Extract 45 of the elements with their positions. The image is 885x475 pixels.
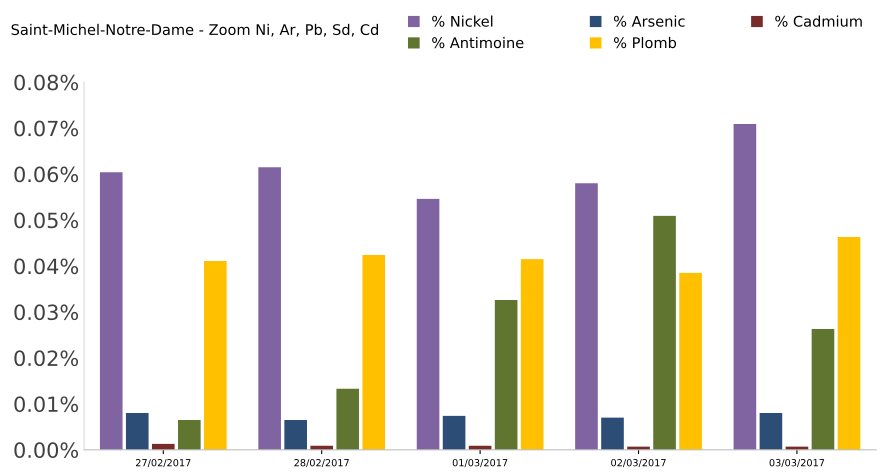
x-tick-label: 27/02/2017: [136, 459, 190, 468]
bar: [653, 216, 676, 450]
x-tick-label: 03/03/2017: [770, 459, 824, 468]
bar: [760, 413, 782, 450]
legend-label: % Arsenic: [614, 16, 685, 27]
legend-label: % Antimoine: [432, 36, 524, 48]
bar: [442, 416, 466, 450]
bar: [786, 446, 808, 450]
bar: [284, 420, 307, 450]
bar: [627, 446, 650, 450]
y-tick-label: 0.04%: [14, 258, 78, 274]
bar: [494, 300, 518, 450]
y-tick-label: 0.07%: [14, 120, 78, 136]
legend-label: % Cadmium: [775, 16, 862, 27]
bar: [520, 259, 544, 450]
bar: [601, 418, 624, 450]
bar: [812, 328, 834, 450]
y-tick-label: 0.01%: [14, 396, 78, 412]
bar: [152, 444, 175, 450]
chart-title: Saint-Michel-Notre-Dame - Zoom Ni, Ar, Pb, Sd, Cd: [12, 24, 378, 37]
bar: [258, 167, 281, 450]
x-tick-label: 02/03/2017: [611, 459, 666, 468]
y-tick-label: 0.05%: [14, 212, 78, 228]
bar: [734, 124, 756, 450]
y-tick-label: 0.06%: [14, 166, 78, 182]
bar: [204, 260, 227, 450]
bar: [126, 413, 149, 450]
bar: [362, 254, 386, 450]
bar: [178, 420, 201, 450]
bar: [575, 183, 598, 450]
bar: [416, 198, 440, 450]
legend-label: % Nickel: [432, 16, 492, 27]
y-tick-label: 0.03%: [14, 304, 78, 320]
y-tick-label: 0.00%: [14, 442, 78, 458]
bar: [838, 237, 860, 450]
bar: [679, 272, 702, 450]
y-tick-label: 0.02%: [14, 350, 78, 366]
bar: [100, 172, 123, 450]
x-tick-label: 01/03/2017: [452, 459, 508, 468]
bar: [468, 446, 492, 450]
legend-label: % Plomb: [614, 36, 676, 48]
bar: [310, 446, 334, 450]
bar: [336, 388, 360, 450]
y-tick-label: 0.08%: [14, 74, 78, 90]
x-tick-label: 28/02/2017: [294, 459, 349, 468]
